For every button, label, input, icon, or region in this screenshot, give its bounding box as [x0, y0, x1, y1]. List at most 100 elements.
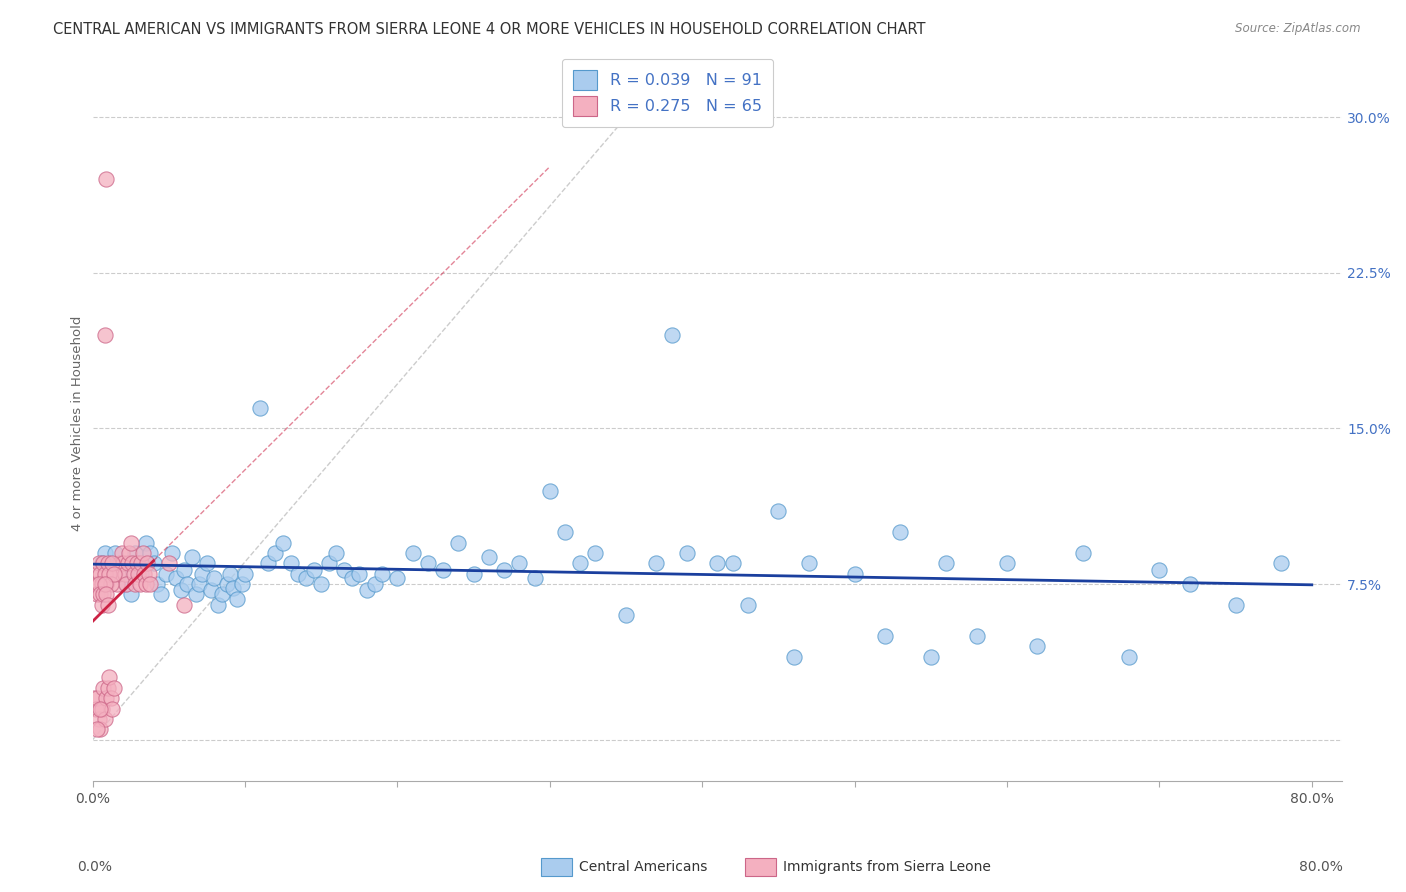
Point — [302, 563, 325, 577]
Point — [356, 583, 378, 598]
Point — [207, 598, 229, 612]
Point — [165, 571, 187, 585]
Point — [138, 566, 160, 581]
Point — [721, 557, 744, 571]
Point — [447, 535, 470, 549]
Point — [128, 577, 150, 591]
Point — [318, 557, 340, 571]
Point — [494, 563, 516, 577]
Point — [127, 557, 149, 571]
Point — [204, 571, 226, 585]
Point — [416, 557, 439, 571]
Point — [309, 577, 332, 591]
Point — [86, 691, 108, 706]
Point — [155, 566, 177, 581]
Text: CENTRAL AMERICAN VS IMMIGRANTS FROM SIERRA LEONE 4 OR MORE VEHICLES IN HOUSEHOLD: CENTRAL AMERICAN VS IMMIGRANTS FROM SIER… — [53, 22, 927, 37]
Point — [100, 557, 122, 571]
Point — [104, 566, 127, 581]
Point — [287, 566, 309, 581]
Point — [120, 535, 142, 549]
Point — [96, 172, 118, 186]
Point — [145, 577, 167, 591]
Point — [211, 587, 233, 601]
Point — [94, 577, 117, 591]
Point — [706, 557, 728, 571]
Point — [131, 557, 153, 571]
Point — [160, 546, 183, 560]
Point — [523, 571, 546, 585]
Point — [89, 723, 111, 737]
Point — [87, 577, 110, 591]
Point — [118, 546, 141, 560]
Point — [349, 566, 371, 581]
Point — [1026, 640, 1049, 654]
Point — [173, 563, 195, 577]
Point — [139, 577, 162, 591]
Point — [120, 587, 142, 601]
Point — [83, 691, 105, 706]
Point — [363, 577, 385, 591]
Point — [371, 566, 394, 581]
Point — [295, 571, 318, 585]
Point — [91, 557, 114, 571]
Point — [108, 557, 131, 571]
Point — [98, 670, 121, 684]
Point — [131, 566, 153, 581]
Point — [173, 598, 195, 612]
Point — [124, 577, 146, 591]
Point — [614, 608, 637, 623]
Point — [139, 546, 162, 560]
Point — [100, 577, 122, 591]
Point — [569, 557, 592, 571]
Point — [271, 535, 294, 549]
Point — [737, 598, 759, 612]
Point — [103, 566, 125, 581]
Point — [215, 577, 238, 591]
Point — [325, 546, 347, 560]
Point — [89, 701, 111, 715]
Point — [94, 712, 117, 726]
Point — [249, 401, 271, 415]
Point — [87, 712, 110, 726]
Point — [333, 563, 356, 577]
Legend: R = 0.039   N = 91, R = 0.275   N = 65: R = 0.039 N = 91, R = 0.275 N = 65 — [562, 59, 773, 127]
Point — [554, 525, 576, 540]
Point — [125, 557, 148, 571]
Point — [478, 550, 501, 565]
Point — [86, 577, 108, 591]
Point — [186, 587, 208, 601]
Point — [94, 546, 117, 560]
Point — [136, 557, 159, 571]
Point — [645, 557, 668, 571]
Text: 0.0%: 0.0% — [77, 860, 112, 874]
Point — [1071, 546, 1094, 560]
Point — [121, 557, 143, 571]
Point — [195, 557, 218, 571]
Point — [127, 566, 149, 581]
Point — [200, 583, 222, 598]
Point — [110, 546, 132, 560]
Point — [108, 566, 131, 581]
Point — [538, 483, 561, 498]
Point — [920, 649, 942, 664]
Text: Source: ZipAtlas.com: Source: ZipAtlas.com — [1236, 22, 1361, 36]
Point — [96, 587, 118, 601]
Point — [104, 546, 127, 560]
Point — [170, 583, 193, 598]
Point — [86, 587, 108, 601]
Point — [115, 577, 138, 591]
Point — [1118, 649, 1140, 664]
Point — [889, 525, 911, 540]
Point — [135, 577, 157, 591]
Point — [585, 546, 607, 560]
Point — [107, 566, 129, 581]
Text: Central Americans: Central Americans — [579, 860, 707, 874]
Point — [340, 571, 363, 585]
Point — [90, 598, 112, 612]
Point — [90, 701, 112, 715]
Point — [101, 557, 124, 571]
Point — [226, 591, 249, 606]
Point — [98, 566, 121, 581]
Point — [89, 566, 111, 581]
Point — [84, 701, 107, 715]
